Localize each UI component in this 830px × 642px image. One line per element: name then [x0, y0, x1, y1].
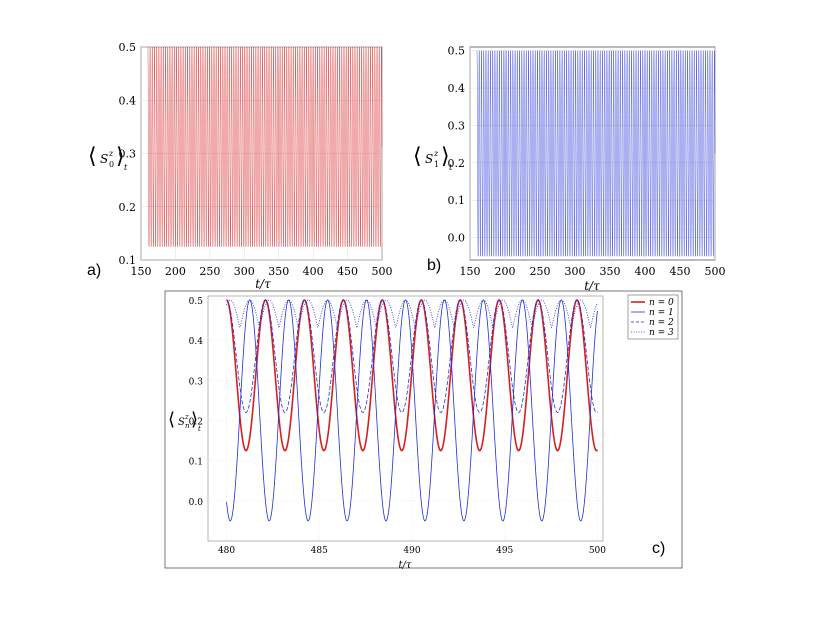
- y-tick-label: 0.2: [189, 418, 203, 428]
- y-tick-label: 0.1: [189, 458, 203, 468]
- x-tick-label: 485: [311, 546, 328, 556]
- svg-text:⟨: ⟨: [168, 409, 175, 430]
- x-tick-label: 150: [131, 265, 152, 278]
- svg-text:z: z: [433, 149, 439, 158]
- series-line: [476, 50, 716, 257]
- svg-text:1: 1: [434, 160, 439, 169]
- svg-text:⟨: ⟨: [88, 144, 97, 169]
- svg-text:n: n: [185, 422, 190, 430]
- x-tick-label: 500: [372, 265, 393, 278]
- svg-text:z: z: [108, 149, 114, 158]
- x-tick-label: 400: [635, 265, 656, 278]
- panel-a-xlabel: t/τ: [255, 277, 271, 291]
- svg-text:S: S: [425, 152, 433, 166]
- y-tick-label: 0.1: [448, 194, 466, 207]
- panel-b-xticks: 150 200 250 300 350 400 450 500: [460, 265, 726, 278]
- x-tick-label: 480: [218, 546, 235, 556]
- panel-b-yticks: 0.0 0.1 0.2 0.3 0.4 0.5: [448, 45, 466, 245]
- panel-a-xticks: 150 200 250 300 350 400 450 500: [131, 265, 393, 278]
- panel-a-series: [147, 46, 383, 247]
- y-tick-label: 0.4: [189, 337, 204, 347]
- y-tick-label: 0.0: [189, 498, 204, 508]
- svg-text:⟩: ⟩: [441, 144, 450, 169]
- svg-text:0: 0: [109, 160, 114, 169]
- y-tick-label: 0.3: [448, 119, 466, 132]
- panel-c-ylabel: ⟨ S z n ⟩ t: [168, 409, 201, 433]
- y-tick-label: 0.5: [448, 45, 466, 58]
- x-tick-label: 500: [589, 546, 606, 556]
- y-tick-label: 0.4: [448, 82, 466, 95]
- x-tick-label: 450: [337, 265, 358, 278]
- x-tick-label: 300: [565, 265, 586, 278]
- x-tick-label: 150: [460, 265, 481, 278]
- panel-b-ylabel: ⟨ S z 1 ⟩ t: [413, 144, 453, 172]
- y-tick-label: 0.2: [119, 201, 137, 214]
- panel-c-chart: 480 485 490 495 500 0.0 0.1 0.2 0.3 0.4 0.5 t/τ ⟨…: [164, 290, 683, 571]
- series-line-n2: [226, 299, 598, 413]
- legend-entry: n = 2: [649, 318, 674, 328]
- x-tick-label: 350: [600, 265, 621, 278]
- y-tick-label: 0.2: [448, 157, 466, 170]
- panel-c-xticks: 480 485 490 495 500: [218, 546, 606, 556]
- x-tick-label: 350: [268, 265, 289, 278]
- y-tick-label: 0.3: [189, 377, 204, 387]
- svg-text:⟨: ⟨: [413, 144, 422, 169]
- panel-c-label: c): [652, 540, 665, 557]
- panel-a-label: a): [87, 262, 101, 279]
- legend-entry: n = 3: [649, 328, 674, 338]
- panel-b-chart: 150 200 250 300 350 400 450 500 0.0 0.1 0.2 0.3 0.4…: [413, 45, 726, 293]
- panel-a-chart: 150 200 250 300 350 400 450 500 0.1 0.2 0.3 0.4 0.5…: [87, 41, 393, 291]
- x-tick-label: 495: [496, 546, 513, 556]
- x-tick-label: 490: [403, 546, 420, 556]
- svg-text:t: t: [124, 163, 128, 172]
- y-tick-label: 0.0: [448, 232, 466, 245]
- panel-a-yticks: 0.1 0.2 0.3 0.4 0.5: [119, 41, 137, 267]
- svg-text:z: z: [184, 413, 189, 421]
- x-tick-label: 400: [303, 265, 324, 278]
- legend-entry: n = 0: [649, 298, 674, 308]
- x-tick-label: 300: [234, 265, 255, 278]
- panel-b-series: [476, 50, 716, 257]
- x-tick-label: 250: [199, 265, 220, 278]
- x-tick-label: 450: [670, 265, 691, 278]
- svg-text:t: t: [449, 163, 453, 172]
- svg-text:S: S: [178, 417, 185, 428]
- y-tick-label: 0.1: [119, 254, 137, 267]
- x-tick-label: 200: [165, 265, 186, 278]
- y-tick-label: 0.5: [119, 41, 137, 54]
- x-tick-label: 200: [495, 265, 516, 278]
- x-tick-label: 250: [530, 265, 551, 278]
- panel-c-yticks: 0.0 0.1 0.2 0.3 0.4 0.5: [189, 297, 204, 508]
- svg-text:S: S: [100, 152, 108, 166]
- x-tick-label: 500: [705, 265, 726, 278]
- legend-entry: n = 1: [649, 308, 674, 318]
- y-tick-label: 0.3: [119, 148, 137, 161]
- panel-c-xlabel: t/τ: [399, 560, 412, 571]
- y-tick-label: 0.5: [189, 297, 204, 307]
- panel-b-xlabel: t/τ: [584, 279, 600, 293]
- panel-a-ylabel: ⟨ S z 0 ⟩ t: [88, 144, 128, 172]
- panel-c-legend: n = 0n = 1n = 2n = 3: [627, 294, 679, 340]
- series-line: [147, 46, 383, 247]
- panel-b-label: b): [427, 257, 441, 274]
- svg-text:t: t: [198, 425, 201, 433]
- panel-c-series: [226, 299, 599, 522]
- svg-text:⟩: ⟩: [116, 144, 125, 169]
- y-tick-label: 0.4: [119, 94, 137, 107]
- svg-text:⟩: ⟩: [191, 409, 198, 430]
- panel-c-grid: [208, 296, 603, 541]
